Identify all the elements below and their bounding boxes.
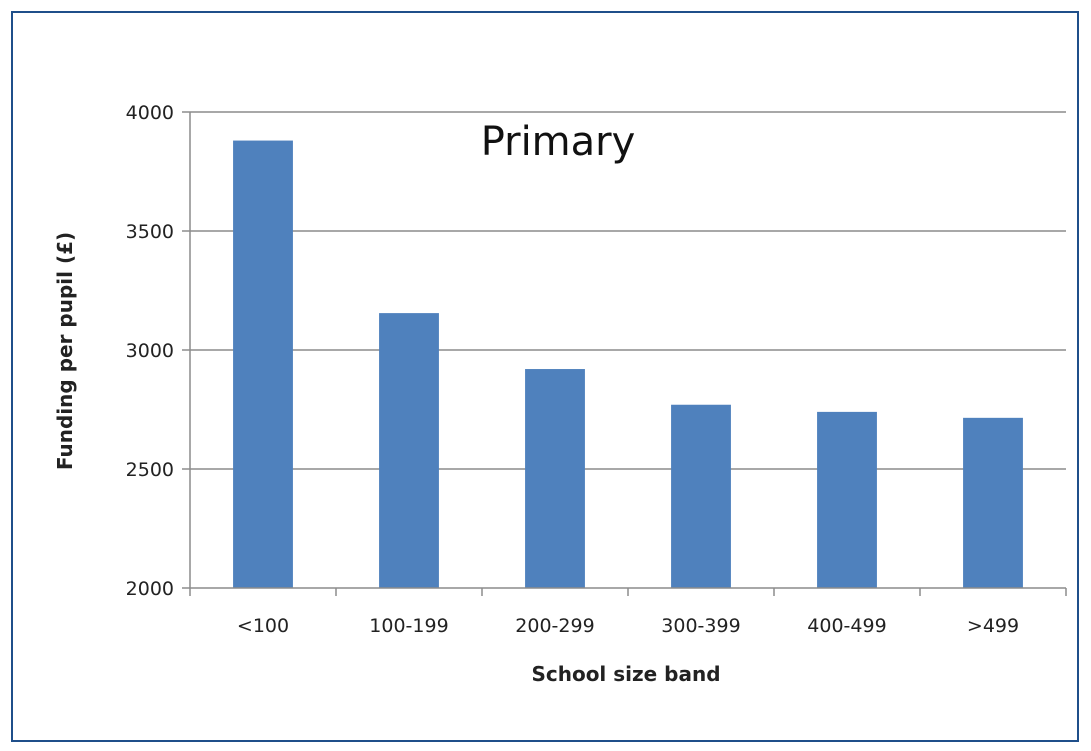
chart-title: Primary — [481, 119, 636, 165]
x-tick-label: 200-299 — [515, 615, 594, 637]
gridlines — [182, 111, 1066, 589]
x-axis-title: School size band — [531, 662, 720, 686]
axes — [189, 112, 1067, 596]
y-tick-label: 2500 — [126, 459, 174, 481]
bar — [963, 417, 1023, 588]
y-axis-title: Funding per pupil (£) — [53, 232, 77, 470]
y-tick-label: 3000 — [126, 340, 174, 362]
bar — [525, 369, 585, 588]
x-tick-label: 100-199 — [369, 615, 448, 637]
bar — [817, 411, 877, 588]
y-tick-labels: 2000 2500 3000 3500 4000 — [126, 102, 174, 600]
y-tick-label: 3500 — [126, 221, 174, 243]
y-tick-label: 4000 — [126, 102, 174, 124]
bar — [379, 313, 439, 588]
bars — [233, 140, 1023, 588]
x-tick-label: >499 — [967, 615, 1019, 637]
x-tick-label: <100 — [237, 615, 289, 637]
x-tick-label: 400-499 — [807, 615, 886, 637]
x-tick-labels: <100 100-199 200-299 300-399 400-499 >499 — [237, 615, 1019, 637]
x-tick-label: 300-399 — [661, 615, 740, 637]
bar — [233, 140, 293, 588]
y-tick-label: 2000 — [126, 578, 174, 600]
bar — [671, 404, 731, 588]
